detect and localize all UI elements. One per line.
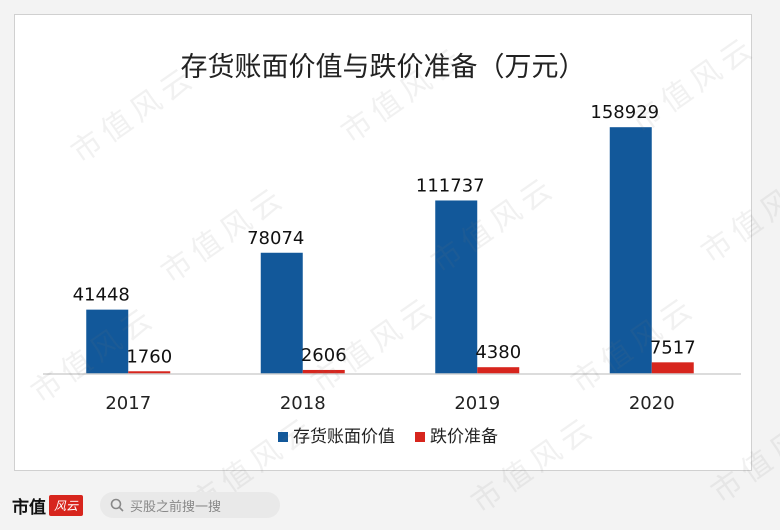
brand-text: 市值: [12, 497, 46, 518]
bar-chart: 41448 1760 2017 78074 2606 2018 111737 4380 2019…: [43, 102, 741, 447]
legend-label-1: 跌价准备: [430, 427, 498, 447]
legend-swatch-0: [278, 432, 288, 442]
chart-card: 存货账面价值与跌价准备（万元） 41448 1760 2017 78074 2606 20…: [14, 14, 752, 471]
bar-inventory-2019: [435, 200, 478, 374]
search-text: 买股之前搜一搜: [130, 499, 222, 515]
footer-bar: 市值 风云 买股之前搜一搜: [0, 476, 780, 530]
bar-inventory-2018: [260, 252, 303, 374]
data-label-provision-2019: 4380: [475, 342, 521, 363]
data-label-provision-2020: 7517: [650, 337, 696, 358]
bar-inventory-2020: [609, 127, 652, 374]
bars-layer: [86, 127, 694, 374]
bar-provision-2019: [477, 367, 520, 374]
legend: 存货账面价值 跌价准备: [278, 427, 498, 447]
x-tick-label-2019: 2019: [454, 393, 500, 414]
chart-title: 存货账面价值与跌价准备（万元）: [180, 52, 586, 83]
x-tick-label-2017: 2017: [105, 393, 151, 414]
brand-mark: 风云: [49, 494, 84, 516]
data-label-inventory-2019: 111737: [416, 175, 485, 196]
data-label-inventory-2018: 78074: [247, 228, 304, 249]
data-label-provision-2018: 2606: [301, 345, 347, 366]
legend-label-0: 存货账面价值: [293, 427, 395, 447]
legend-swatch-1: [415, 432, 425, 442]
labels-layer: 41448 1760 2017 78074 2606 2018 111737 4380 2019…: [73, 102, 696, 414]
search-box[interactable]: 买股之前搜一搜: [100, 492, 280, 518]
brand-logo[interactable]: 市值 风云: [12, 494, 84, 518]
data-label-inventory-2020: 158929: [590, 102, 659, 123]
data-label-inventory-2017: 41448: [73, 285, 130, 306]
bar-provision-2017: [128, 371, 171, 374]
x-tick-label-2020: 2020: [629, 393, 675, 414]
search-icon: [110, 498, 124, 512]
bar-inventory-2017: [86, 309, 129, 374]
data-label-provision-2017: 1760: [126, 346, 172, 367]
x-tick-label-2018: 2018: [280, 393, 326, 414]
bar-provision-2018: [302, 369, 345, 374]
bar-provision-2020: [651, 362, 694, 374]
